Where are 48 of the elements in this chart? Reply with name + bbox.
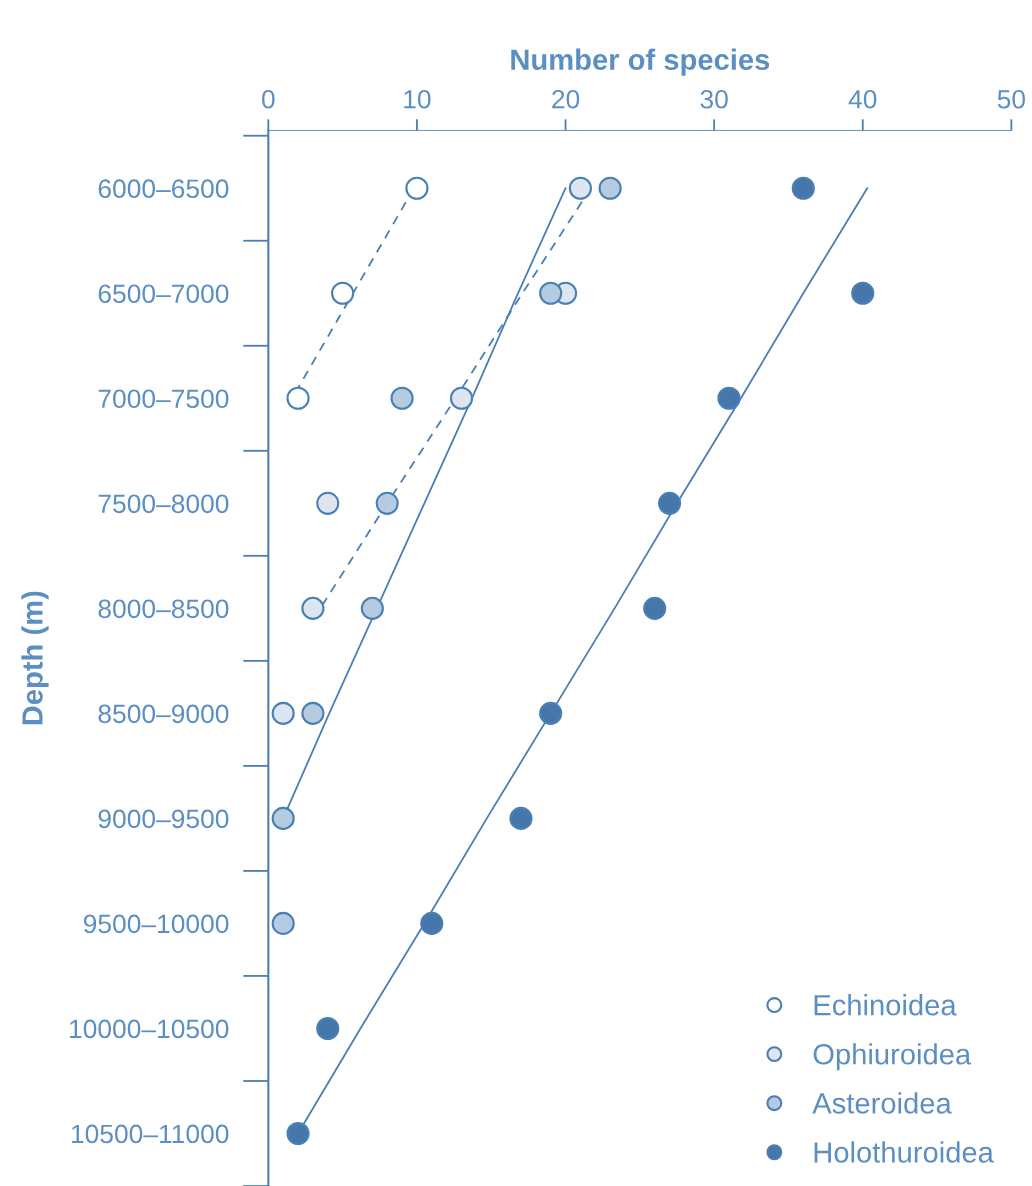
- x-tick-label: 10: [404, 89, 431, 109]
- x-axis-title: Number of species: [511, 48, 770, 76]
- legend-label: Ophiuroidea: [813, 1043, 972, 1071]
- point: [717, 386, 741, 410]
- point: [316, 491, 340, 515]
- x-tick-label: 30: [700, 89, 728, 109]
- legend-label: Holothuroidea: [814, 1141, 994, 1163]
- y-tick-label: 9500–10000: [83, 914, 229, 934]
- x-tick-label: 50: [997, 89, 1026, 109]
- point: [271, 911, 295, 935]
- point: [286, 1121, 310, 1146]
- point: [301, 596, 325, 620]
- point: [271, 701, 295, 725]
- point: [449, 386, 474, 410]
- point: [657, 491, 682, 515]
- point: [420, 911, 444, 935]
- point: [539, 281, 563, 305]
- point: [509, 806, 533, 830]
- point: [598, 176, 622, 200]
- x-tick-label: 0: [262, 89, 275, 109]
- y-tick-label: 8500–9000: [98, 704, 229, 724]
- point: [301, 701, 325, 725]
- y-tick-label: 7500–8000: [98, 494, 229, 514]
- y-tick-label: 9000–9500: [98, 809, 229, 829]
- y-axis-title: Depth (m): [21, 591, 49, 725]
- point: [791, 176, 815, 200]
- point: [331, 281, 355, 305]
- y-tick-label: 8000–8500: [98, 599, 229, 619]
- point: [316, 1016, 340, 1041]
- legend-label: Echinoidea: [814, 994, 957, 1016]
- point: [405, 176, 429, 200]
- y-tick-label: 6000–6500: [98, 179, 229, 199]
- point: [360, 596, 384, 620]
- point: [375, 491, 399, 515]
- point: [539, 701, 563, 725]
- point: [851, 281, 875, 305]
- x-tick-label: 40: [848, 89, 877, 109]
- y-tick-label: 7000–7500: [98, 389, 229, 409]
- point: [568, 176, 592, 200]
- x-tick-label: 20: [552, 89, 580, 109]
- point: [390, 386, 414, 410]
- y-tick-label: 10500–11000: [71, 1124, 229, 1144]
- y-tick-label: 10000–10500: [70, 1019, 229, 1039]
- point: [643, 596, 667, 620]
- point: [286, 386, 310, 410]
- legend-label: Asteroidea: [812, 1092, 952, 1114]
- y-tick-label: 6500–7000: [98, 284, 229, 304]
- point: [271, 806, 295, 830]
